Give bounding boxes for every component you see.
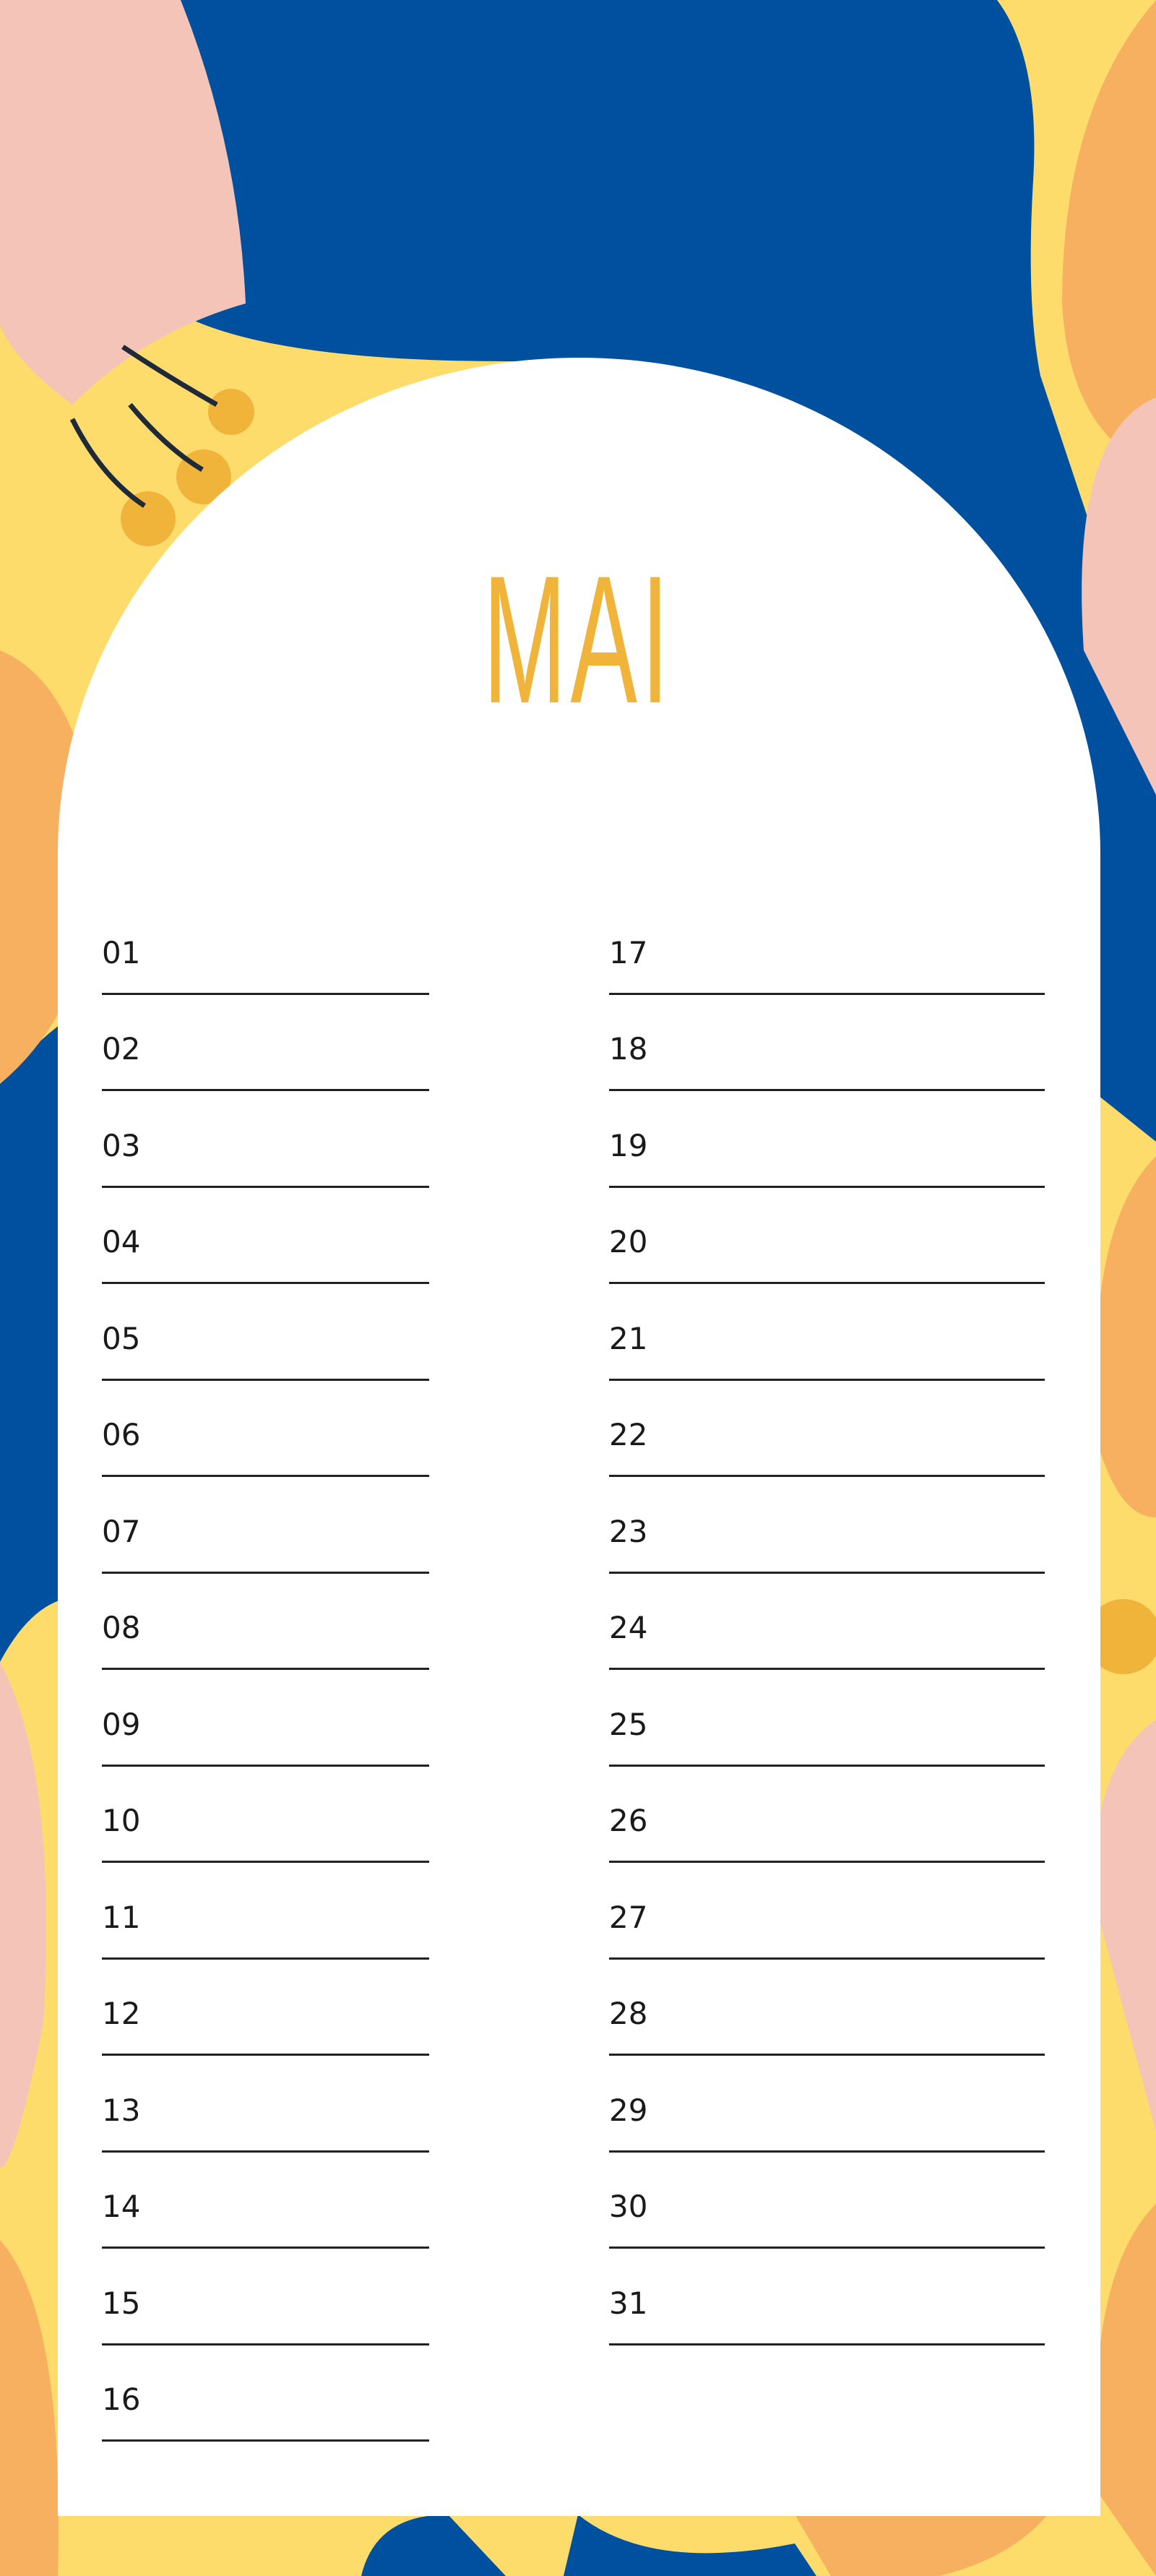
day-entry-line[interactable]: 09 [102, 1670, 429, 1767]
day-number: 08 [102, 1610, 141, 1645]
day-entry-line[interactable]: 19 [609, 1091, 1045, 1188]
day-entry-line[interactable]: 04 [102, 1188, 429, 1284]
calendar-card [58, 358, 1100, 2516]
days-column-left: 01 02 03 04 05 06 07 08 09 10 11 12 13 14 15 16 [102, 898, 429, 2442]
day-entry-line[interactable]: 03 [102, 1091, 429, 1188]
day-entry-line[interactable]: 12 [102, 1960, 429, 2056]
day-entry-line[interactable]: 21 [609, 1284, 1045, 1381]
day-number: 19 [609, 1127, 648, 1163]
month-title-text: MAI [483, 538, 673, 741]
day-entry-line[interactable]: 20 [609, 1188, 1045, 1284]
day-entry-line[interactable]: 07 [102, 1477, 429, 1574]
day-number: 28 [609, 1996, 648, 2031]
day-number: 07 [102, 1513, 141, 1549]
day-entry-line[interactable]: 01 [102, 898, 429, 995]
day-number: 25 [609, 1706, 648, 1742]
day-entry-line[interactable]: 17 [609, 898, 1045, 995]
day-number: 26 [609, 1803, 648, 1838]
day-entry-line[interactable]: 14 [102, 2153, 429, 2249]
day-number: 13 [102, 2092, 141, 2128]
day-number: 27 [609, 1899, 648, 1935]
day-entry-line[interactable]: 16 [102, 2345, 429, 2442]
day-entry-line[interactable]: 27 [609, 1863, 1045, 1960]
day-number: 22 [609, 1417, 648, 1452]
day-entry-line[interactable]: 30 [609, 2153, 1045, 2249]
day-number: 17 [609, 934, 648, 970]
day-number: 10 [102, 1803, 141, 1838]
day-number: 18 [609, 1031, 648, 1067]
day-number: 02 [102, 1031, 141, 1067]
day-entry-line[interactable]: 29 [609, 2056, 1045, 2153]
day-entry-line[interactable]: 02 [102, 995, 429, 1091]
day-number: 29 [609, 2092, 648, 2128]
day-entry-line[interactable]: 24 [609, 1574, 1045, 1670]
day-number: 05 [102, 1320, 141, 1356]
day-entry-line[interactable]: 13 [102, 2056, 429, 2153]
day-entry-line[interactable]: 10 [102, 1767, 429, 1863]
day-number: 20 [609, 1224, 648, 1259]
day-entry-line[interactable]: 26 [609, 1767, 1045, 1863]
day-number: 06 [102, 1417, 141, 1452]
month-title: MAI [0, 549, 1156, 731]
day-entry-line[interactable]: 25 [609, 1670, 1045, 1767]
day-number: 16 [102, 2382, 141, 2417]
day-number: 01 [102, 934, 141, 970]
day-number: 31 [609, 2285, 648, 2321]
day-number: 21 [609, 1320, 648, 1356]
day-entry-line[interactable]: 06 [102, 1381, 429, 1477]
days-column-right: 17 18 19 20 21 22 23 24 25 26 27 28 29 30 31 [609, 898, 1045, 2345]
day-number: 15 [102, 2285, 141, 2321]
day-entry-line[interactable]: 11 [102, 1863, 429, 1960]
day-entry-line[interactable]: 28 [609, 1960, 1045, 2056]
day-entry-line[interactable]: 22 [609, 1381, 1045, 1477]
day-entry-line[interactable]: 08 [102, 1574, 429, 1670]
day-number: 12 [102, 1996, 141, 2031]
day-entry-line[interactable]: 05 [102, 1284, 429, 1381]
day-number: 09 [102, 1706, 141, 1742]
day-number: 04 [102, 1224, 141, 1259]
day-entry-line[interactable]: 23 [609, 1477, 1045, 1574]
day-number: 23 [609, 1513, 648, 1549]
day-number: 03 [102, 1127, 141, 1163]
day-entry-line[interactable]: 31 [609, 2249, 1045, 2345]
day-number: 30 [609, 2189, 648, 2224]
day-entry-line[interactable]: 15 [102, 2249, 429, 2345]
day-number: 11 [102, 1899, 141, 1935]
day-entry-line[interactable]: 18 [609, 995, 1045, 1091]
day-number: 24 [609, 1610, 648, 1645]
day-number: 14 [102, 2189, 141, 2224]
